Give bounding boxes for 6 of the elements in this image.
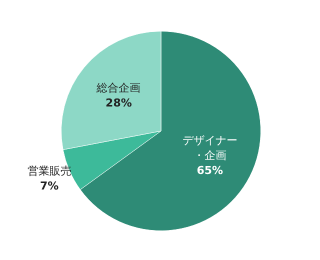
slice-label: デザイナー・企画 bbox=[182, 134, 238, 162]
data-label: 65% bbox=[196, 164, 224, 177]
data-label: 7% bbox=[40, 180, 59, 193]
slice-label: 総合企画 bbox=[96, 81, 141, 94]
data-label: 28% bbox=[106, 96, 132, 110]
slice-label: 営業販売 bbox=[27, 164, 72, 178]
